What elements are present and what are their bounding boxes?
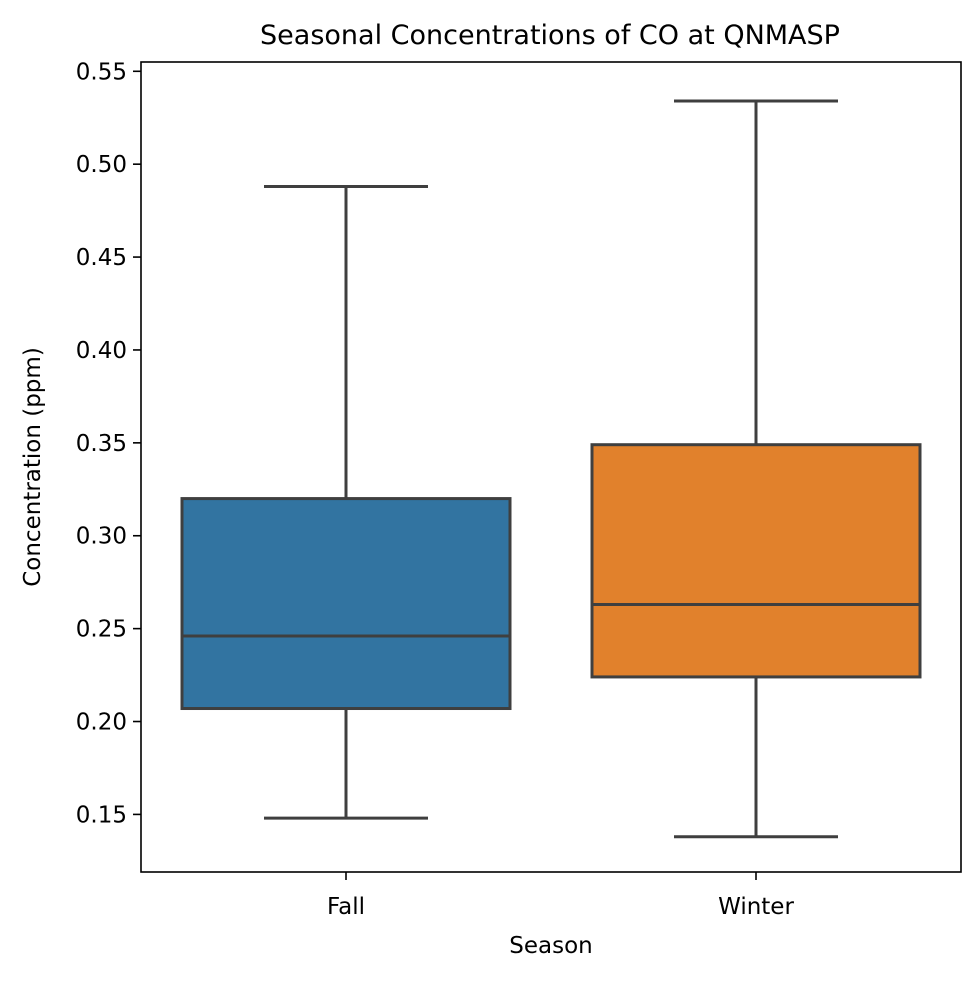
y-tick-label: 0.30: [76, 524, 127, 550]
y-axis: 0.15 0.20 0.25 0.30 0.35 0.40 0.45 0.50 0.55: [76, 59, 141, 828]
plot-area: [180, 99, 922, 839]
y-tick-label: 0.40: [76, 338, 127, 364]
x-tick-label: Winter: [718, 894, 794, 920]
y-tick-label: 0.50: [76, 152, 127, 178]
chart-title: Seasonal Concentrations of CO at QNMASP: [260, 20, 840, 51]
x-axis-label: Season: [509, 933, 592, 959]
plot-frame: [140, 61, 962, 873]
y-tick-label: 0.20: [76, 710, 127, 736]
y-tick-label: 0.15: [76, 802, 127, 828]
iqr-box: [180, 497, 512, 711]
box-fall: [180, 184, 512, 820]
x-axis: Fall Winter: [327, 872, 794, 920]
y-tick-label: 0.35: [76, 431, 127, 457]
y-tick-label: 0.45: [76, 245, 127, 271]
x-tick-label: Fall: [327, 894, 365, 920]
y-tick-label: 0.55: [76, 59, 127, 85]
y-axis-label: Concentration (ppm): [20, 347, 46, 587]
y-tick-label: 0.25: [76, 617, 127, 643]
box-winter: [590, 99, 922, 839]
iqr-box: [590, 443, 922, 679]
